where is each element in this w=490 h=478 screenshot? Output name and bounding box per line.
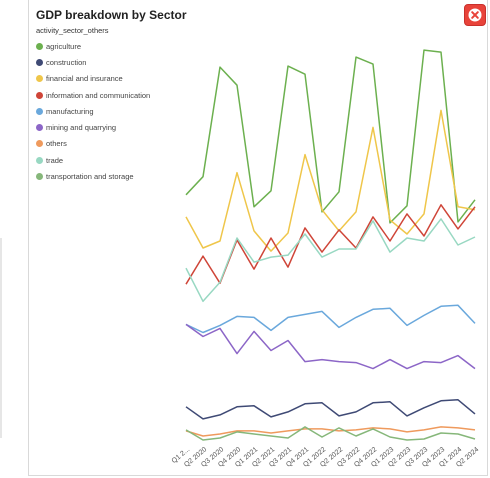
series-line-mining-and-quarrying[interactable] xyxy=(185,323,476,370)
legend-label: trade xyxy=(46,155,64,165)
legend-swatch xyxy=(36,42,43,50)
legend-label: mining and quarrying xyxy=(46,123,117,133)
series-line-others[interactable] xyxy=(185,426,476,437)
legend-items: agriculture construction financial and ins… xyxy=(36,38,150,185)
legend-label: agriculture xyxy=(46,41,82,51)
legend-swatch xyxy=(36,107,43,115)
legend-swatch xyxy=(36,140,43,148)
legend-item-mining-and-quarrying[interactable]: mining and quarrying xyxy=(36,119,150,135)
series-line-agriculture[interactable] xyxy=(185,49,476,224)
legend-item-financial-and-insurance[interactable]: financial and insurance xyxy=(36,71,150,87)
legend-label: others xyxy=(46,139,67,149)
legend-item-agriculture[interactable]: agriculture xyxy=(36,38,150,54)
chart-title: GDP breakdown by Sector xyxy=(36,8,187,22)
legend-item-manufacturing[interactable]: manufacturing xyxy=(36,103,150,119)
legend-item-construction[interactable]: construction xyxy=(36,54,150,70)
legend-swatch xyxy=(36,173,43,181)
left-window-edge xyxy=(0,238,2,438)
legend-label: construction xyxy=(46,57,87,67)
legend-title: activity_sector_others xyxy=(36,26,109,35)
legend-item-information-and-communication[interactable]: information and communication xyxy=(36,87,150,103)
legend-label: financial and insurance xyxy=(46,74,123,84)
legend-swatch xyxy=(36,75,43,83)
close-icon xyxy=(468,8,482,22)
series-line-transportation-and-storage[interactable] xyxy=(185,426,476,441)
legend-swatch xyxy=(36,58,43,66)
chart-legend: activity_sector_others agriculture constr… xyxy=(36,26,150,185)
legend-item-others[interactable]: others xyxy=(36,136,150,152)
legend-label: manufacturing xyxy=(46,106,94,116)
legend-item-transportation-and-storage[interactable]: transportation and storage xyxy=(36,168,150,184)
legend-label: information and communication xyxy=(46,90,151,100)
series-line-financial-and-insurance[interactable] xyxy=(185,109,476,252)
legend-swatch xyxy=(36,91,43,99)
series-line-information-and-communication[interactable] xyxy=(185,204,476,285)
legend-item-trade[interactable]: trade xyxy=(36,152,150,168)
series-line-construction[interactable] xyxy=(185,399,476,420)
series-line-trade[interactable] xyxy=(185,218,476,303)
legend-swatch xyxy=(36,124,43,132)
legend-swatch xyxy=(36,156,43,164)
close-button[interactable] xyxy=(464,4,486,26)
chart-panel xyxy=(28,0,488,476)
legend-label: transportation and storage xyxy=(46,172,134,182)
series-line-manufacturing[interactable] xyxy=(185,304,476,334)
